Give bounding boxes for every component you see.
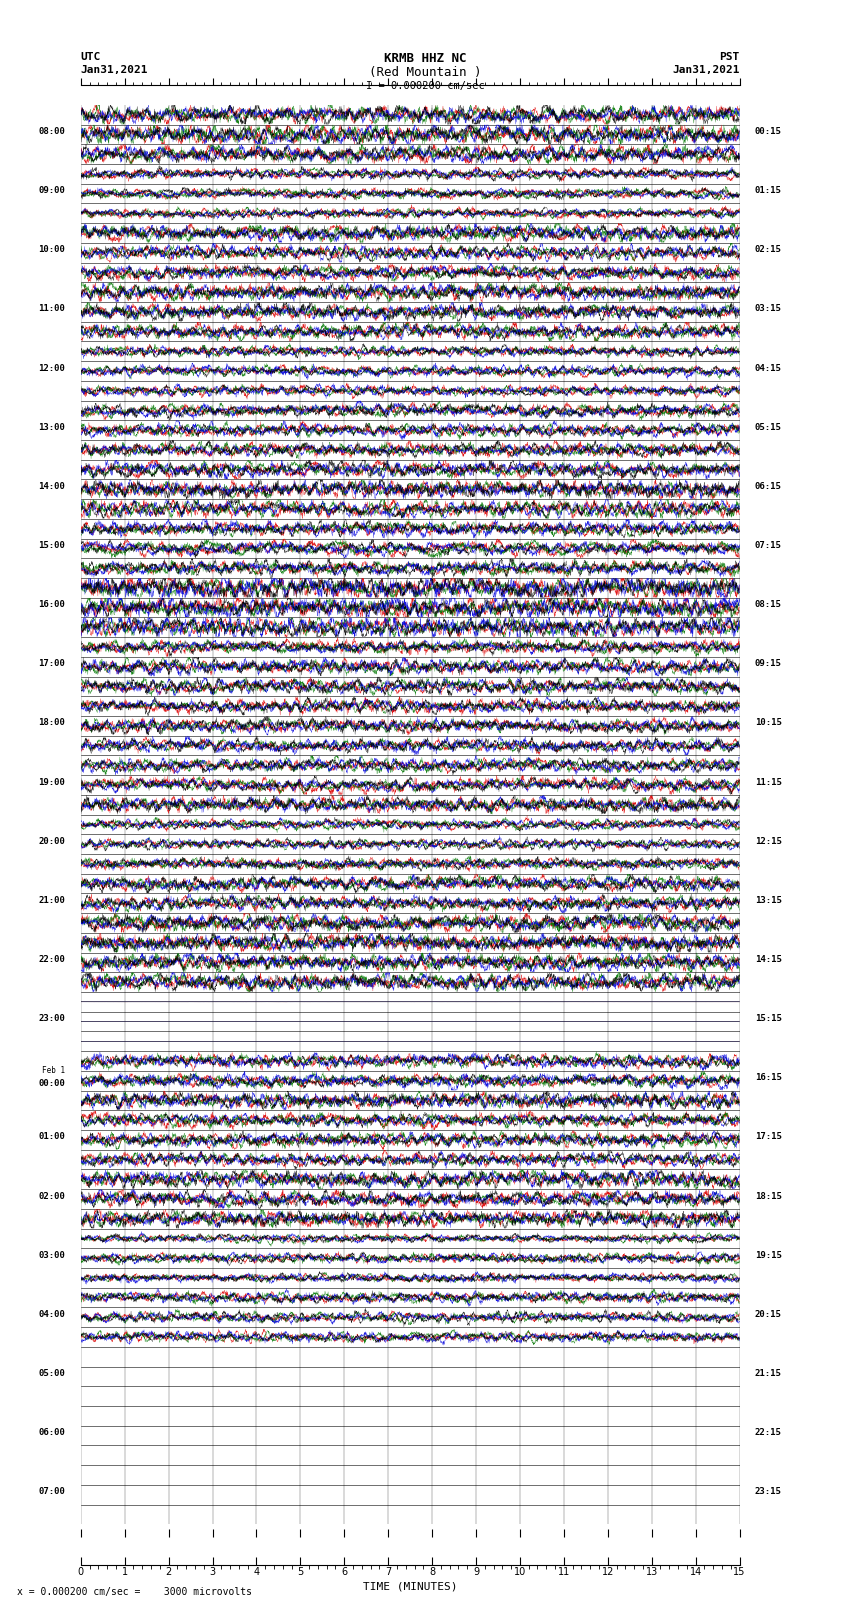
Text: 03:00: 03:00 (38, 1250, 65, 1260)
Text: 20:15: 20:15 (755, 1310, 782, 1319)
Text: 00:00: 00:00 (38, 1079, 65, 1089)
Text: 12:15: 12:15 (755, 837, 782, 845)
Text: 22:00: 22:00 (38, 955, 65, 965)
Text: 08:00: 08:00 (38, 127, 65, 135)
Text: 11:00: 11:00 (38, 305, 65, 313)
Text: Jan31,2021: Jan31,2021 (81, 65, 148, 74)
Text: 07:00: 07:00 (38, 1487, 65, 1497)
Text: (Red Mountain ): (Red Mountain ) (369, 66, 481, 79)
Text: 13:00: 13:00 (38, 423, 65, 432)
Text: 20:00: 20:00 (38, 837, 65, 845)
Text: 19:15: 19:15 (755, 1250, 782, 1260)
Text: Jan31,2021: Jan31,2021 (672, 65, 740, 74)
Text: 06:15: 06:15 (755, 482, 782, 490)
Text: 12:00: 12:00 (38, 363, 65, 373)
Text: 22:15: 22:15 (755, 1428, 782, 1437)
Text: 01:15: 01:15 (755, 185, 782, 195)
X-axis label: TIME (MINUTES): TIME (MINUTES) (363, 1582, 457, 1592)
Text: 09:15: 09:15 (755, 660, 782, 668)
Text: 02:15: 02:15 (755, 245, 782, 255)
Text: 11:15: 11:15 (755, 777, 782, 787)
Text: 15:15: 15:15 (755, 1015, 782, 1023)
Text: UTC: UTC (81, 52, 101, 61)
Text: 23:15: 23:15 (755, 1487, 782, 1497)
Text: 10:00: 10:00 (38, 245, 65, 255)
Text: 03:15: 03:15 (755, 305, 782, 313)
Text: 02:00: 02:00 (38, 1192, 65, 1200)
Text: 21:00: 21:00 (38, 895, 65, 905)
Text: 16:15: 16:15 (755, 1073, 782, 1082)
Text: 18:00: 18:00 (38, 718, 65, 727)
Text: 19:00: 19:00 (38, 777, 65, 787)
Text: 17:00: 17:00 (38, 660, 65, 668)
Text: 04:15: 04:15 (755, 363, 782, 373)
Text: 14:00: 14:00 (38, 482, 65, 490)
Text: 15:00: 15:00 (38, 540, 65, 550)
Text: I = 0.000200 cm/sec: I = 0.000200 cm/sec (366, 81, 484, 90)
Text: 07:15: 07:15 (755, 540, 782, 550)
Text: 21:15: 21:15 (755, 1369, 782, 1378)
Text: 04:00: 04:00 (38, 1310, 65, 1319)
Text: Feb 1: Feb 1 (42, 1066, 65, 1074)
Text: 16:00: 16:00 (38, 600, 65, 610)
Text: 10:15: 10:15 (755, 718, 782, 727)
Text: 00:15: 00:15 (755, 127, 782, 135)
Text: 14:15: 14:15 (755, 955, 782, 965)
Text: KRMB HHZ NC: KRMB HHZ NC (383, 52, 467, 65)
Text: x = 0.000200 cm/sec =    3000 microvolts: x = 0.000200 cm/sec = 3000 microvolts (17, 1587, 252, 1597)
Text: 17:15: 17:15 (755, 1132, 782, 1142)
Text: 23:00: 23:00 (38, 1015, 65, 1023)
Text: 05:15: 05:15 (755, 423, 782, 432)
Text: 09:00: 09:00 (38, 185, 65, 195)
Text: 06:00: 06:00 (38, 1428, 65, 1437)
Text: 01:00: 01:00 (38, 1132, 65, 1142)
Text: 08:15: 08:15 (755, 600, 782, 610)
Text: PST: PST (719, 52, 740, 61)
Text: 18:15: 18:15 (755, 1192, 782, 1200)
Text: 13:15: 13:15 (755, 895, 782, 905)
Text: 05:00: 05:00 (38, 1369, 65, 1378)
